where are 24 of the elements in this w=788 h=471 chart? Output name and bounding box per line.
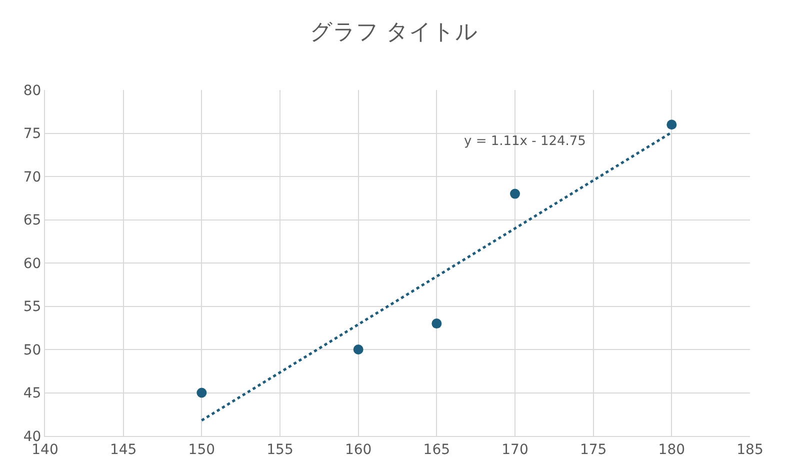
x-tick-label: 180 [658, 442, 686, 458]
point [432, 318, 442, 329]
y-tick-label: 45 [23, 386, 42, 402]
point [196, 388, 207, 398]
x-tick-label: 170 [502, 442, 528, 458]
x-tick-label: 150 [188, 442, 216, 458]
point [510, 188, 520, 199]
x-tick-label: 165 [423, 442, 450, 458]
y-tick-label: 60 [23, 256, 42, 272]
y-tick-label: 65 [23, 212, 42, 229]
y-tick-label: 75 [23, 126, 42, 142]
y-tick-label: 55 [23, 299, 42, 316]
point [666, 120, 677, 130]
point [353, 344, 364, 354]
y-tick-label: 80 [23, 82, 42, 99]
chart-title: グラフ タイトル [310, 20, 478, 45]
x-tick-label: 155 [266, 442, 294, 458]
y-tick-label: 50 [23, 342, 42, 358]
annotation: y = 1.11x - 124.75 [464, 134, 586, 149]
y-tick-label: 70 [23, 169, 42, 186]
x-tick-label: 175 [580, 442, 607, 458]
x-tick-label: 145 [110, 442, 137, 458]
x-tick-label: 185 [736, 442, 764, 458]
x-tick-label: 160 [344, 442, 372, 458]
